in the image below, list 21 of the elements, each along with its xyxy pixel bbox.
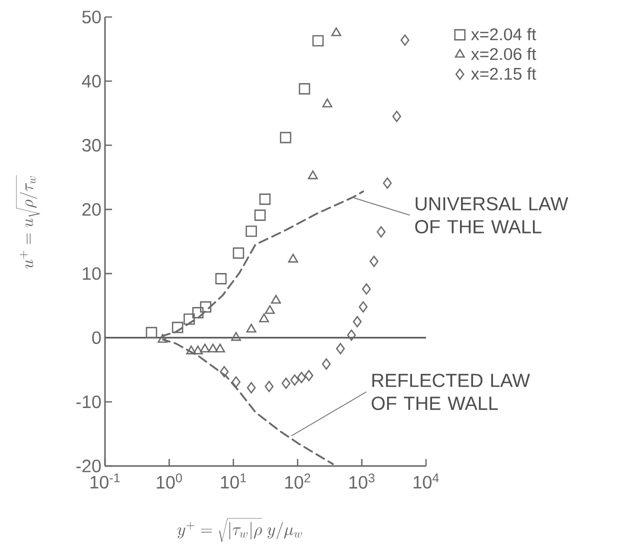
y-tick-label: 50 bbox=[82, 10, 101, 24]
y-tick-label: -20 bbox=[76, 460, 101, 472]
legend-label: x=2.06 ft bbox=[471, 48, 536, 60]
x-tick-label: 10$^{3}$ bbox=[349, 474, 374, 489]
y-tick-label: 30 bbox=[82, 138, 101, 152]
x-tick-label: 10$^{-1}$ bbox=[90, 474, 120, 489]
x-tick-label: 10$^{2}$ bbox=[285, 474, 310, 489]
y-tick-label: 40 bbox=[82, 74, 101, 88]
annotation: UNIVERSAL LAW OF THE WALL bbox=[415, 197, 568, 234]
x-tick-label: 10$^{0}$ bbox=[156, 474, 182, 489]
y-tick-label: 0 bbox=[92, 331, 101, 344]
y-tick-label: 20 bbox=[82, 203, 101, 216]
x-axis-title: $y^{+} = \sqrt{|\tau_{w}|\rho}\; y/\mu_{w}$ bbox=[177, 518, 302, 542]
legend-label: x=2.15 ft bbox=[471, 67, 536, 80]
x-tick-label: 10$^{1}$ bbox=[221, 474, 246, 489]
legend-label: x=2.04 ft bbox=[471, 28, 536, 40]
y-axis-title: $u^{+} = u\sqrt{\rho/\tau_{w}}$ bbox=[16, 175, 40, 268]
y-tick-label: 10 bbox=[82, 267, 101, 280]
x-tick-label: 10$^{4}$ bbox=[414, 474, 439, 489]
annotation: REFLECTED LAW OF THE WALL bbox=[372, 374, 530, 410]
y-tick-label: -10 bbox=[76, 396, 101, 408]
